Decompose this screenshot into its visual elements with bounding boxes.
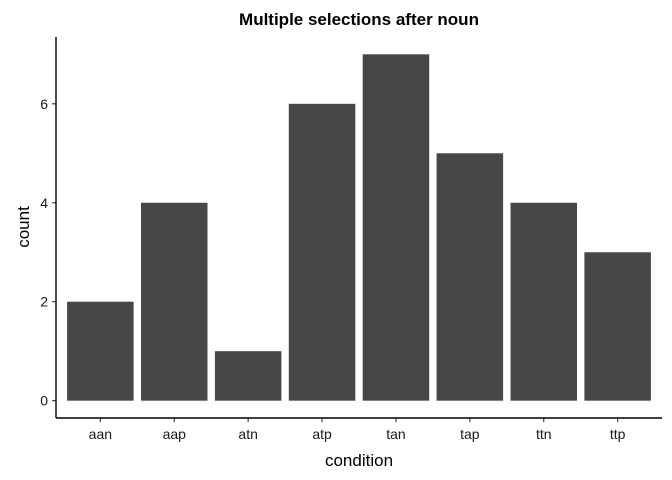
bar-tap [436,153,504,401]
x-tick-label: ttn [536,426,552,442]
bars-group [67,54,651,401]
x-tick-label: aan [89,426,112,442]
bar-ttn [510,202,578,401]
y-tick-label: 6 [40,96,48,112]
y-axis-ticks: 0 2 4 6 [40,96,56,409]
x-tick-label: tan [386,426,405,442]
x-axis-ticks: aan aap atn atp tan tap ttn ttp [89,418,626,442]
x-axis-label: condition [325,451,393,470]
chart-title: Multiple selections after noun [239,10,479,29]
x-tick-label: tap [460,426,480,442]
x-tick-label: atp [312,426,332,442]
y-axis-label: count [14,206,33,248]
x-tick-label: ttp [610,426,626,442]
x-tick-label: aap [163,426,187,442]
bar-atp [288,103,356,401]
y-tick-label: 2 [40,294,48,310]
x-tick-label: atn [238,426,257,442]
bar-aan [67,301,134,401]
bar-atn [214,351,282,401]
y-tick-label: 4 [40,195,48,211]
bar-aap [140,202,208,401]
y-tick-label: 0 [40,393,48,409]
bar-ttp [584,252,651,401]
bar-tan [362,54,430,401]
